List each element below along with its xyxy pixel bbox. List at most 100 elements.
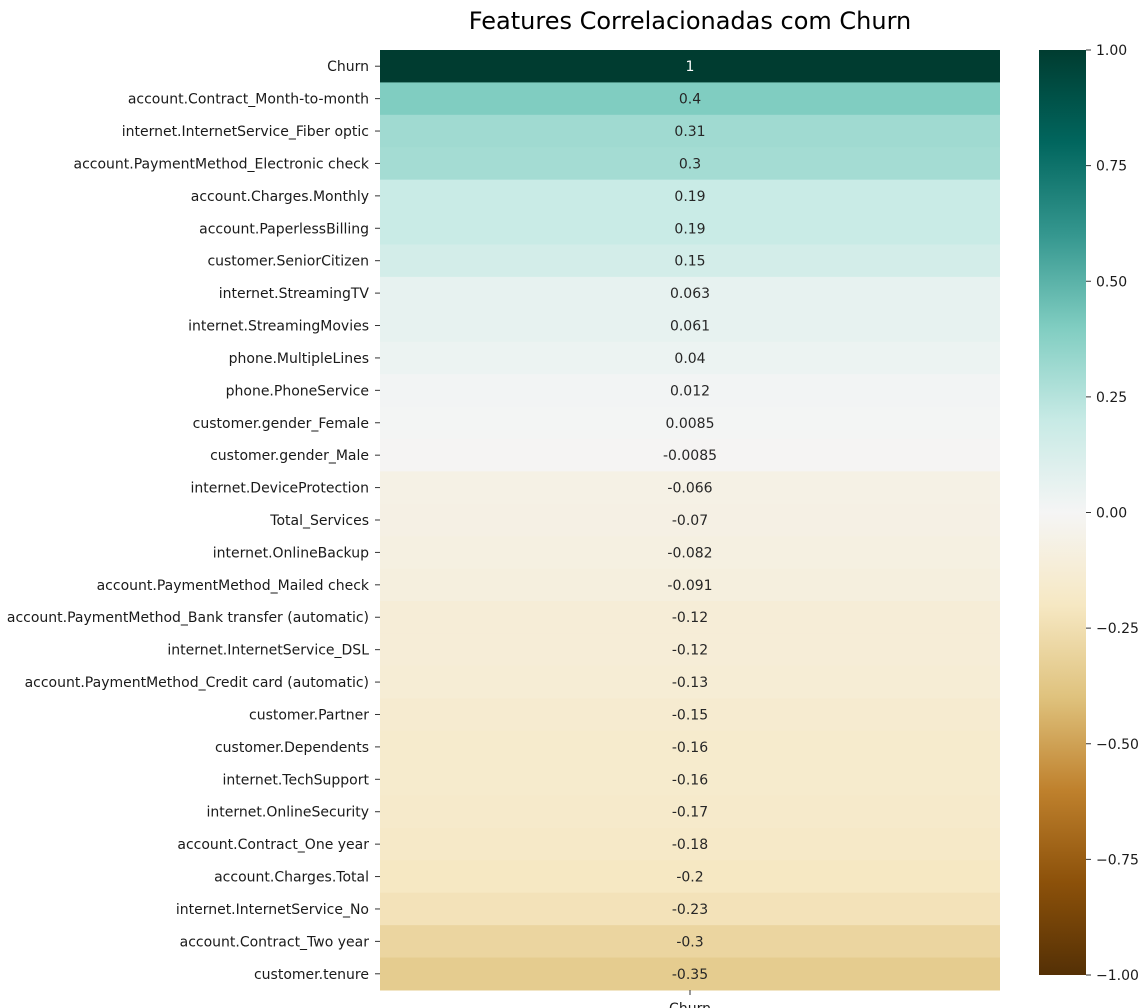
cell-value-label: -0.23 bbox=[672, 902, 708, 918]
y-tick-label: internet.TechSupport bbox=[222, 772, 369, 788]
colorbar-tick-label: 0.00 bbox=[1096, 506, 1127, 522]
cell-value-label: 0.063 bbox=[670, 286, 710, 302]
heatmap-cell-customer-gender-female bbox=[380, 406, 1000, 440]
y-tick-label: account.PaymentMethod_Electronic check bbox=[74, 156, 370, 172]
y-tick-label: account.Charges.Monthly bbox=[191, 189, 369, 205]
y-tick-label: account.PaymentMethod_Mailed check bbox=[97, 578, 370, 594]
heatmap-cell-account-contract-month-to-month bbox=[380, 82, 1000, 116]
cell-value-label: 1 bbox=[686, 59, 695, 75]
cell-value-label: 0.04 bbox=[674, 351, 705, 367]
y-tick-label: account.PaperlessBilling bbox=[199, 221, 369, 237]
y-tick-label: account.Charges.Total bbox=[214, 870, 369, 886]
colorbar: 1.00 0.75 0.50 0.25 0.00 −0.25 −0.50 −0.75 −1.00 bbox=[1039, 43, 1139, 984]
y-tick-label: account.Contract_One year bbox=[177, 837, 369, 853]
heatmap-cell-account-paymentmethod-electronic-check bbox=[380, 147, 1000, 181]
cell-value-label: 0.3 bbox=[679, 156, 701, 172]
x-tick-label: Churn bbox=[669, 1001, 711, 1008]
cell-value-label: -0.066 bbox=[667, 481, 712, 497]
colorbar-tick-label: 0.75 bbox=[1096, 159, 1127, 175]
y-tick-label: internet.OnlineBackup bbox=[213, 545, 369, 561]
colorbar-tick-label: −0.50 bbox=[1096, 737, 1139, 753]
colorbar-gradient bbox=[1039, 50, 1086, 975]
y-tick-label: Total_Services bbox=[269, 513, 369, 529]
heatmap-cell-internet-internetservice-fiber-optic bbox=[380, 114, 1000, 148]
cell-value-label: 0.0085 bbox=[666, 416, 715, 432]
heatmap-cell-account-charges-total bbox=[380, 860, 1000, 894]
heatmap-cell-phone-phoneservice bbox=[380, 374, 1000, 408]
y-axis-labels: Churn account.Contract_Month-to-monthinte… bbox=[7, 59, 380, 983]
heatmap-cell-customer-partner bbox=[380, 698, 1000, 732]
cell-value-label: -0.082 bbox=[667, 545, 712, 561]
heatmap-cell-phone-multiplelines bbox=[380, 341, 1000, 375]
heatmap-cell-account-paymentmethod-credit-card-automatic bbox=[380, 665, 1000, 699]
colorbar-tick-label: −1.00 bbox=[1096, 968, 1139, 984]
y-tick-label: customer.Dependents bbox=[215, 740, 369, 756]
cell-value-label: -0.07 bbox=[672, 513, 708, 529]
heatmap-cell-customer-tenure bbox=[380, 957, 1000, 991]
cell-value-label: -0.12 bbox=[672, 610, 708, 626]
y-tick-label: internet.StreamingMovies bbox=[188, 319, 369, 335]
heatmap-cell-internet-deviceprotection bbox=[380, 471, 1000, 505]
y-tick-label: customer.gender_Male bbox=[210, 448, 369, 464]
y-tick-label: customer.SeniorCitizen bbox=[207, 254, 369, 270]
cell-value-label: 0.19 bbox=[674, 221, 705, 237]
heatmap-cell-account-paperlessbilling bbox=[380, 212, 1000, 245]
y-tick-label: customer.Partner bbox=[249, 707, 369, 723]
cell-value-label: -0.3 bbox=[676, 934, 703, 950]
heatmap-cell-internet-onlinebackup bbox=[380, 536, 1000, 570]
heatmap-cell-internet-internetservice-dsl bbox=[380, 633, 1000, 667]
colorbar-tick-label: 0.50 bbox=[1096, 274, 1127, 290]
heatmap-cell-account-contract-two-year bbox=[380, 925, 1000, 959]
cell-value-label: -0.16 bbox=[672, 740, 708, 756]
cell-value-label: 0.4 bbox=[679, 92, 701, 108]
colorbar-tick-label: −0.25 bbox=[1096, 621, 1139, 637]
heatmap-cell-internet-onlinesecurity bbox=[380, 795, 1000, 829]
y-tick-label: Churn bbox=[327, 59, 369, 75]
chart-title: Features Correlacionadas com Churn bbox=[469, 7, 911, 35]
heatmap-cell-account-paymentmethod-bank-transfer-automatic bbox=[380, 601, 1000, 634]
heatmap-cell-account-contract-one-year bbox=[380, 827, 1000, 861]
y-tick-label: account.Contract_Two year bbox=[180, 934, 370, 950]
colorbar-tick-label: 0.25 bbox=[1096, 390, 1127, 406]
cell-value-label: -0.2 bbox=[676, 870, 703, 886]
heatmap-cell-customer-seniorcitizen bbox=[380, 244, 1000, 278]
heatmap-cell-internet-streamingmovies bbox=[380, 309, 1000, 343]
cell-value-label: 0.061 bbox=[670, 319, 710, 335]
y-tick-label: account.PaymentMethod_Bank transfer (aut… bbox=[7, 610, 369, 626]
heatmap-cell-account-paymentmethod-mailed-check bbox=[380, 568, 1000, 602]
heatmap-cell-internet-internetservice-no bbox=[380, 892, 1000, 926]
cell-value-label: -0.0085 bbox=[663, 448, 717, 464]
cell-value-label: -0.18 bbox=[672, 837, 708, 853]
y-tick-label: internet.DeviceProtection bbox=[190, 481, 369, 497]
y-tick-label: customer.gender_Female bbox=[193, 416, 369, 432]
cell-value-label: -0.35 bbox=[672, 967, 708, 983]
cell-value-label: -0.091 bbox=[667, 578, 712, 594]
cell-value-label: -0.13 bbox=[672, 675, 708, 691]
colorbar-tick-label: 1.00 bbox=[1096, 43, 1127, 59]
heatmap-cell-internet-streamingtv bbox=[380, 276, 1000, 310]
y-tick-label: account.PaymentMethod_Credit card (autom… bbox=[25, 675, 369, 691]
cell-value-label: 0.31 bbox=[674, 124, 705, 140]
cell-value-label: -0.12 bbox=[672, 643, 708, 659]
heatmap-cell-churn bbox=[380, 50, 1000, 83]
colorbar-tick-label: −0.75 bbox=[1096, 852, 1139, 868]
heatmap-cell-customer-dependents bbox=[380, 730, 1000, 764]
heatmap-cell-total-services bbox=[380, 503, 1000, 537]
heatmap-cell-internet-techsupport bbox=[380, 763, 1000, 797]
y-tick-label: internet.OnlineSecurity bbox=[207, 805, 369, 821]
cell-value-label: 0.012 bbox=[670, 383, 710, 399]
y-tick-label: customer.tenure bbox=[254, 967, 369, 983]
x-axis-labels: Churn bbox=[669, 990, 711, 1008]
heatmap-cell-account-charges-monthly bbox=[380, 179, 1000, 213]
heatmap-cells: 1 0.4 0.31 0.3 0.19 0.19 0.15 0.063 0.061 0.04 0.0… bbox=[380, 50, 1000, 991]
cell-value-label: 0.15 bbox=[674, 254, 705, 270]
y-tick-label: account.Contract_Month-to-month bbox=[128, 92, 369, 108]
cell-value-label: 0.19 bbox=[674, 189, 705, 205]
y-tick-label: internet.InternetService_No bbox=[176, 902, 369, 918]
heatmap-cell-customer-gender-male bbox=[380, 438, 1000, 472]
y-tick-label: phone.PhoneService bbox=[226, 383, 369, 399]
y-tick-label: internet.InternetService_Fiber optic bbox=[122, 124, 369, 140]
y-tick-label: phone.MultipleLines bbox=[229, 351, 369, 367]
cell-value-label: -0.16 bbox=[672, 772, 708, 788]
